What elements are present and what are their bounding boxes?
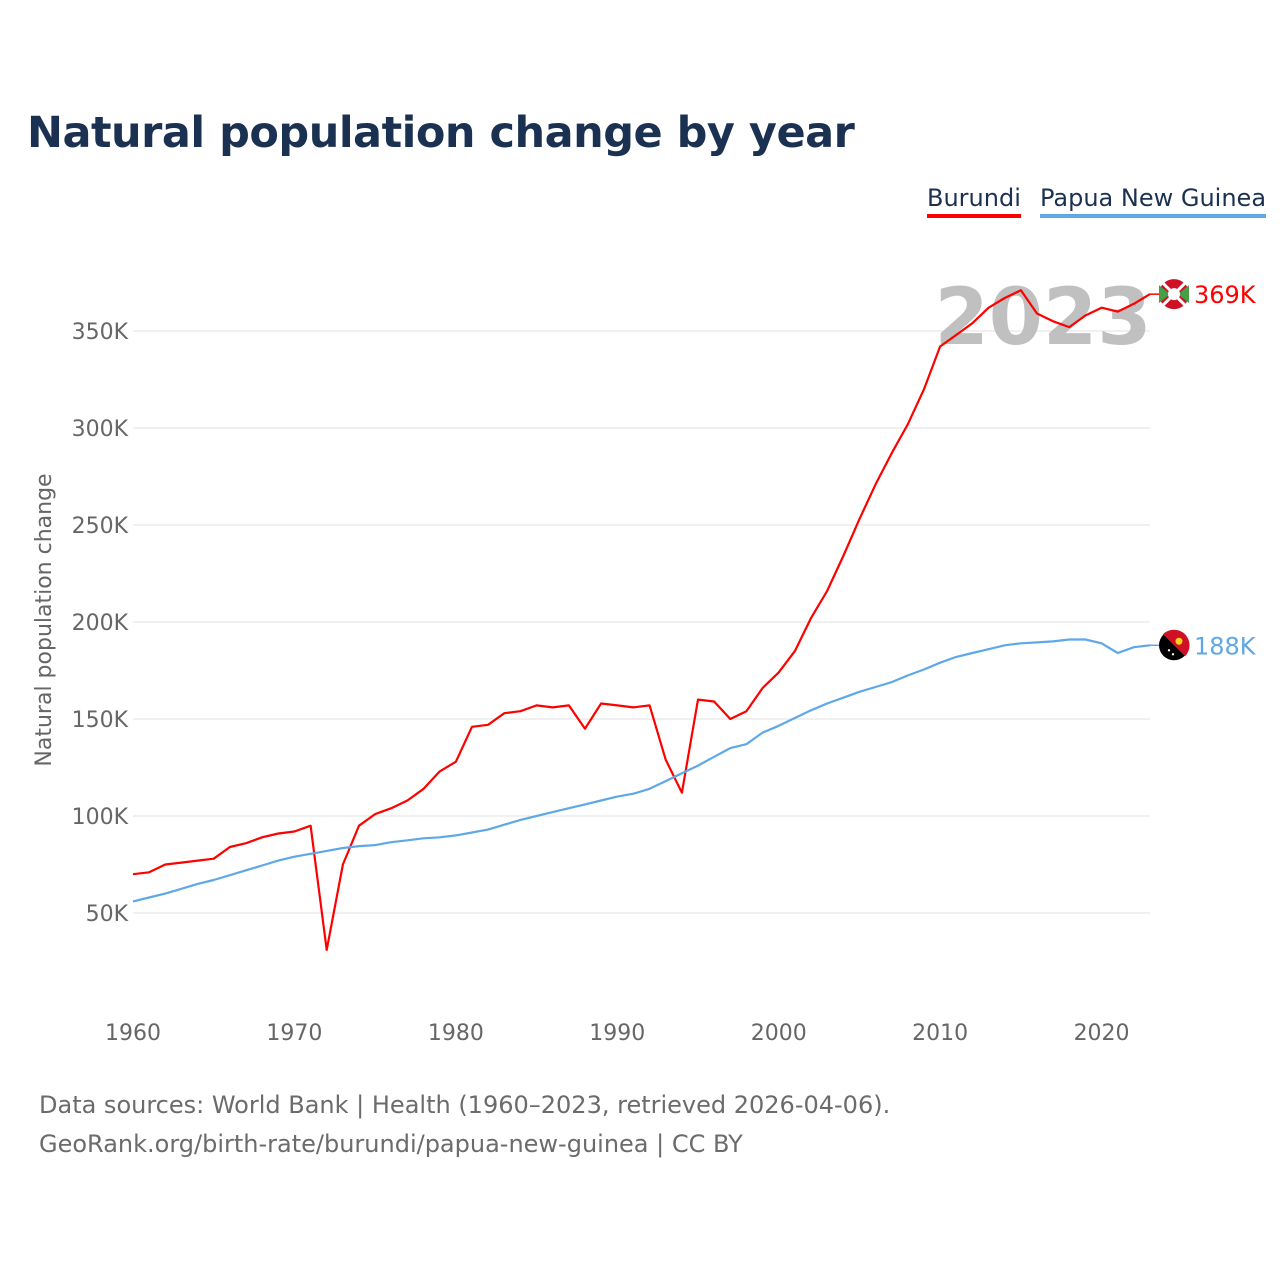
flag-detail	[1175, 637, 1183, 645]
x-tick-label: 2010	[912, 1021, 968, 1046]
x-tick-label: 1990	[589, 1021, 645, 1046]
footer: Data sources: World Bank | Health (1960–…	[39, 1086, 890, 1164]
series-line-burundi	[132, 289, 1151, 952]
flag-detail	[1168, 288, 1180, 301]
legend-item-burundi[interactable]: Burundi	[927, 184, 1021, 218]
y-tick-label: 100K	[72, 805, 129, 830]
legend-item-papua-new-guinea[interactable]: Papua New Guinea	[1040, 184, 1267, 218]
y-tick-label: 200K	[72, 611, 129, 636]
y-tick-label: 150K	[72, 708, 129, 733]
y-tick-label: 250K	[72, 514, 129, 539]
source-url-text[interactable]: GeoRank.org/birth-rate/burundi/papua-new…	[39, 1130, 743, 1158]
flag-detail	[1167, 649, 1171, 652]
year-watermark: 2023	[934, 273, 1151, 363]
y-tick-label: 50K	[86, 902, 129, 927]
chart-title: Natural population change by year	[27, 108, 855, 158]
end-value-label: 188K	[1194, 632, 1257, 660]
series-line-papua-new-guinea	[132, 638, 1151, 903]
flag-detail	[1159, 285, 1189, 304]
y-tick-label: 300K	[72, 417, 129, 442]
y-tick-label: 350K	[72, 320, 129, 345]
x-tick-label: 2020	[1074, 1021, 1130, 1046]
data-source-text: Data sources: World Bank | Health (1960–…	[39, 1091, 891, 1119]
x-tick-label: 2000	[751, 1021, 807, 1046]
end-value-label: 369K	[1194, 281, 1257, 309]
y-axis-label: Natural population change	[32, 473, 57, 766]
x-tick-label: 1960	[105, 1021, 161, 1046]
flag-detail	[1171, 653, 1175, 656]
x-tick-label: 1970	[266, 1021, 322, 1046]
x-tick-label: 1980	[428, 1021, 484, 1046]
